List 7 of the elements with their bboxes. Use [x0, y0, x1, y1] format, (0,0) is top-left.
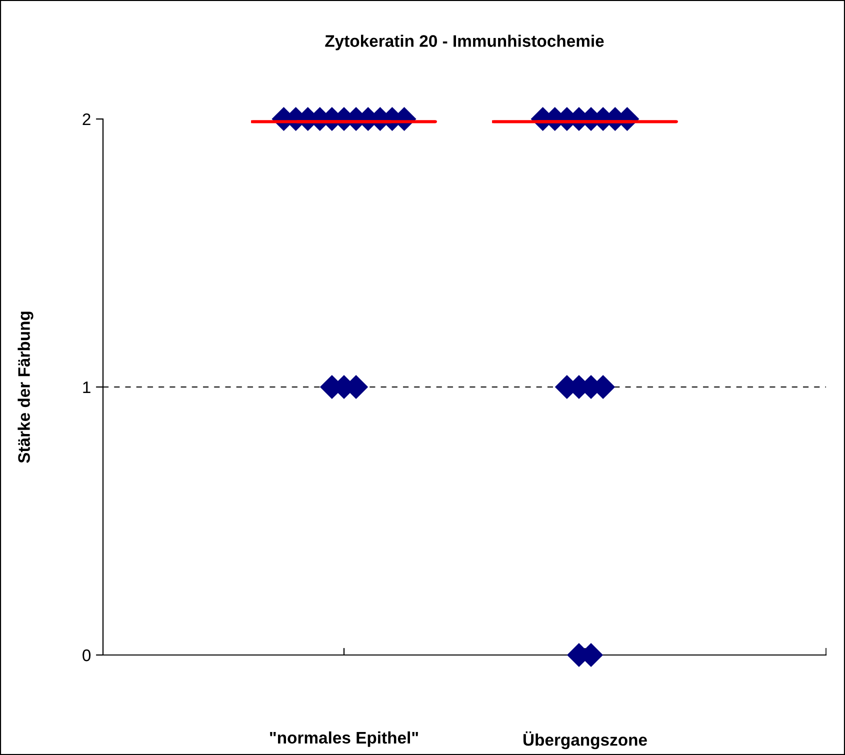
x-tick-label: Übergangszone	[523, 731, 647, 750]
chart-title: Zytokeratin 20 - Immunhistochemie	[325, 34, 604, 50]
y-tick-label: 0	[82, 649, 91, 662]
y-tick-label: 2	[82, 113, 90, 126]
y-axis-title: Stärke der Färbung	[18, 312, 34, 463]
x-tick-label: "normales Epithel"	[270, 731, 418, 747]
y-tick-label: 1	[83, 382, 90, 394]
